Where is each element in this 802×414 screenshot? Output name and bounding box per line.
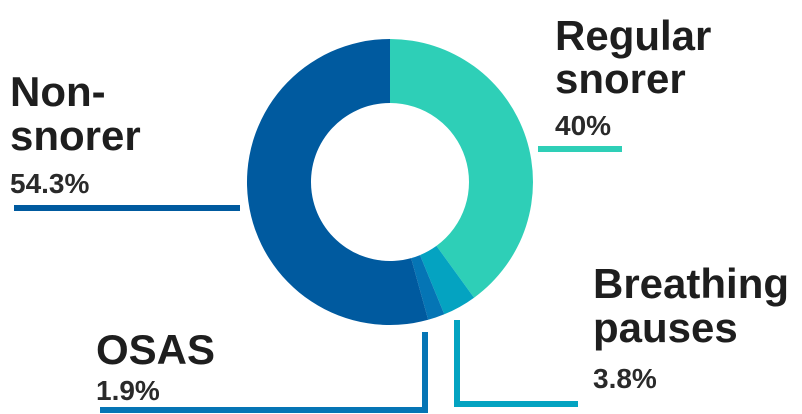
slice-value-non-snorer: 54.3%: [10, 168, 89, 199]
slice-breathing-pauses: [420, 245, 475, 315]
slice-label-regular-snorer-line2: snorer: [555, 55, 686, 102]
leader-line-osas: [100, 332, 428, 413]
slice-regular-snorer: [390, 39, 533, 298]
slice-label-breathing-pauses-line2: pauses: [593, 304, 738, 351]
leader-line-breathing-pauses: [454, 320, 578, 407]
donut-slices: [246, 39, 533, 325]
slice-value-osas: 1.9%: [96, 375, 160, 406]
slice-non-snorer: [246, 39, 429, 325]
slice-osas: [411, 255, 445, 320]
slice-label-non-snorer-line1: Non-: [10, 68, 106, 115]
leader-lines: [14, 146, 622, 413]
slice-label-non-snorer-line2: snorer: [10, 112, 141, 159]
slice-value-regular-snorer: 40%: [555, 110, 611, 141]
slice-value-breathing-pauses: 3.8%: [593, 363, 657, 394]
slice-label-breathing-pauses-line1: Breathing: [593, 260, 789, 307]
slice-label-regular-snorer-line1: Regular: [555, 12, 711, 59]
slice-label-osas: OSAS: [96, 326, 215, 373]
